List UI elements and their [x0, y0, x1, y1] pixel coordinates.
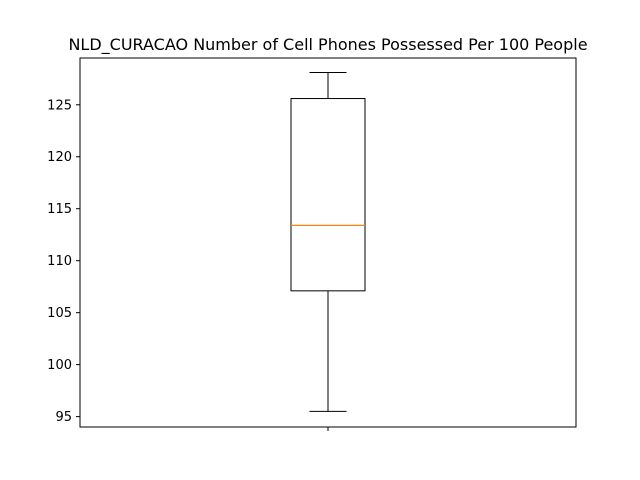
- y-tick-label: 95: [55, 410, 72, 425]
- y-tick-label: 115: [47, 202, 72, 217]
- chart-title: NLD_CURACAO Number of Cell Phones Posses…: [68, 35, 587, 55]
- y-tick-label: 120: [47, 150, 72, 165]
- iqr-box: [290, 98, 366, 292]
- y-tick-label: 100: [47, 358, 72, 373]
- y-tick-label: 105: [47, 306, 72, 321]
- y-tick-label: 110: [47, 254, 72, 269]
- plot-area: 95 100 105 110 115 120 125: [47, 57, 577, 431]
- y-tick-label: 125: [47, 98, 72, 113]
